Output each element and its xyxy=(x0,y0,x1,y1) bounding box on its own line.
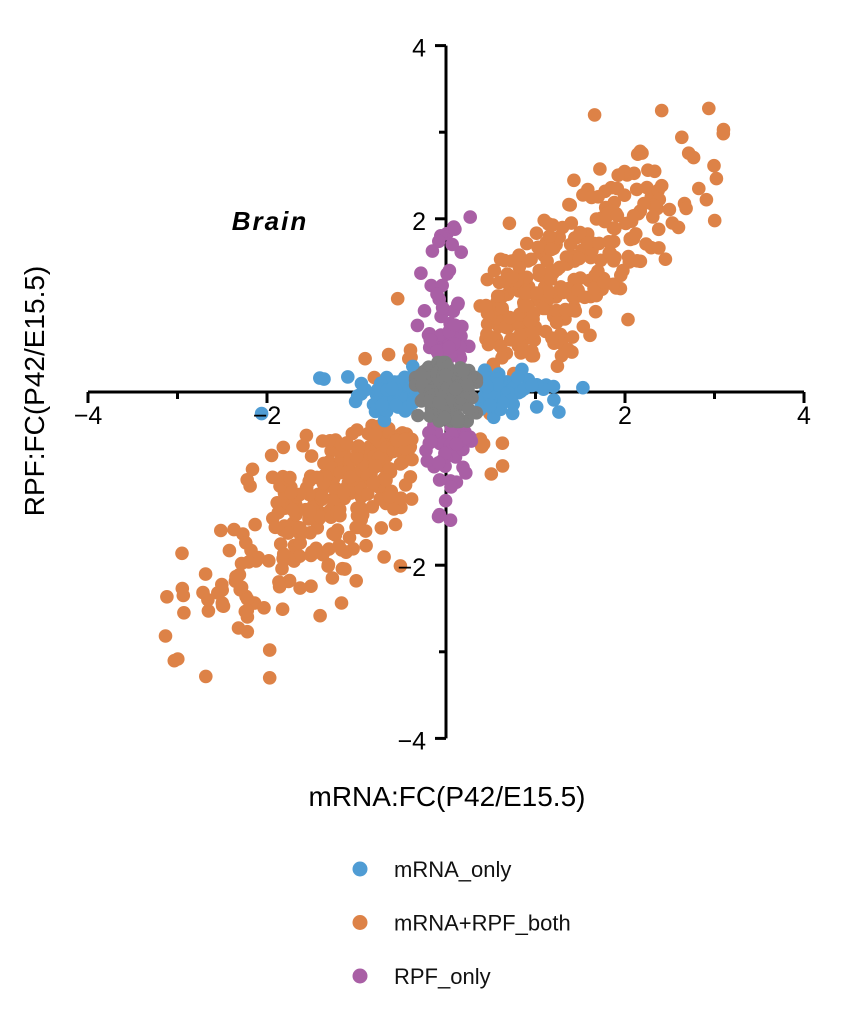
tick-labels: −4 −2 2 4 −4 −2 2 4 xyxy=(74,35,811,756)
plot-title: Brain xyxy=(232,206,308,236)
tick-label-y2: 2 xyxy=(412,208,426,236)
x-axis-title: mRNA:FC(P42/E15.5) xyxy=(309,781,586,812)
labels-layer: Brain mRNA:FC(P42/E15.5) RPF:FC(P42/E15.… xyxy=(19,35,811,812)
tick-label-y-4: −4 xyxy=(397,727,426,755)
legend-item-rpf-only: RPF_only xyxy=(352,964,491,989)
legend-item-mrna-rpf-both: mRNA+RPF_both xyxy=(352,911,571,936)
legend-label-mrna-only: mRNA_only xyxy=(394,857,511,882)
tick-label-x4: 4 xyxy=(797,402,811,430)
series-no_change-points xyxy=(408,355,484,429)
y-axis-title: RPF:FC(P42/E15.5) xyxy=(19,266,50,517)
series-RPF_only-points xyxy=(410,210,479,527)
tick-label-x-4: −4 xyxy=(74,402,103,430)
tick-label-y-2: −2 xyxy=(397,554,426,582)
legend: mRNA_only mRNA+RPF_both RPF_only xyxy=(352,857,571,989)
legend-dot-mrna-only-icon xyxy=(352,861,368,877)
scatter-points xyxy=(158,101,731,685)
legend-dot-mrna-rpf-both-icon xyxy=(352,915,368,930)
tick-label-x-2: −2 xyxy=(253,402,282,430)
series-mRNA+RPF_both-points xyxy=(158,101,731,685)
tick-label-x2: 2 xyxy=(618,402,632,430)
legend-label-mrna-rpf-both: mRNA+RPF_both xyxy=(394,911,571,936)
legend-dot-rpf-only-icon xyxy=(352,968,368,984)
tick-label-y4: 4 xyxy=(412,35,426,63)
legend-item-mrna-only: mRNA_only xyxy=(352,857,511,882)
legend-label-rpf-only: RPF_only xyxy=(394,964,491,989)
